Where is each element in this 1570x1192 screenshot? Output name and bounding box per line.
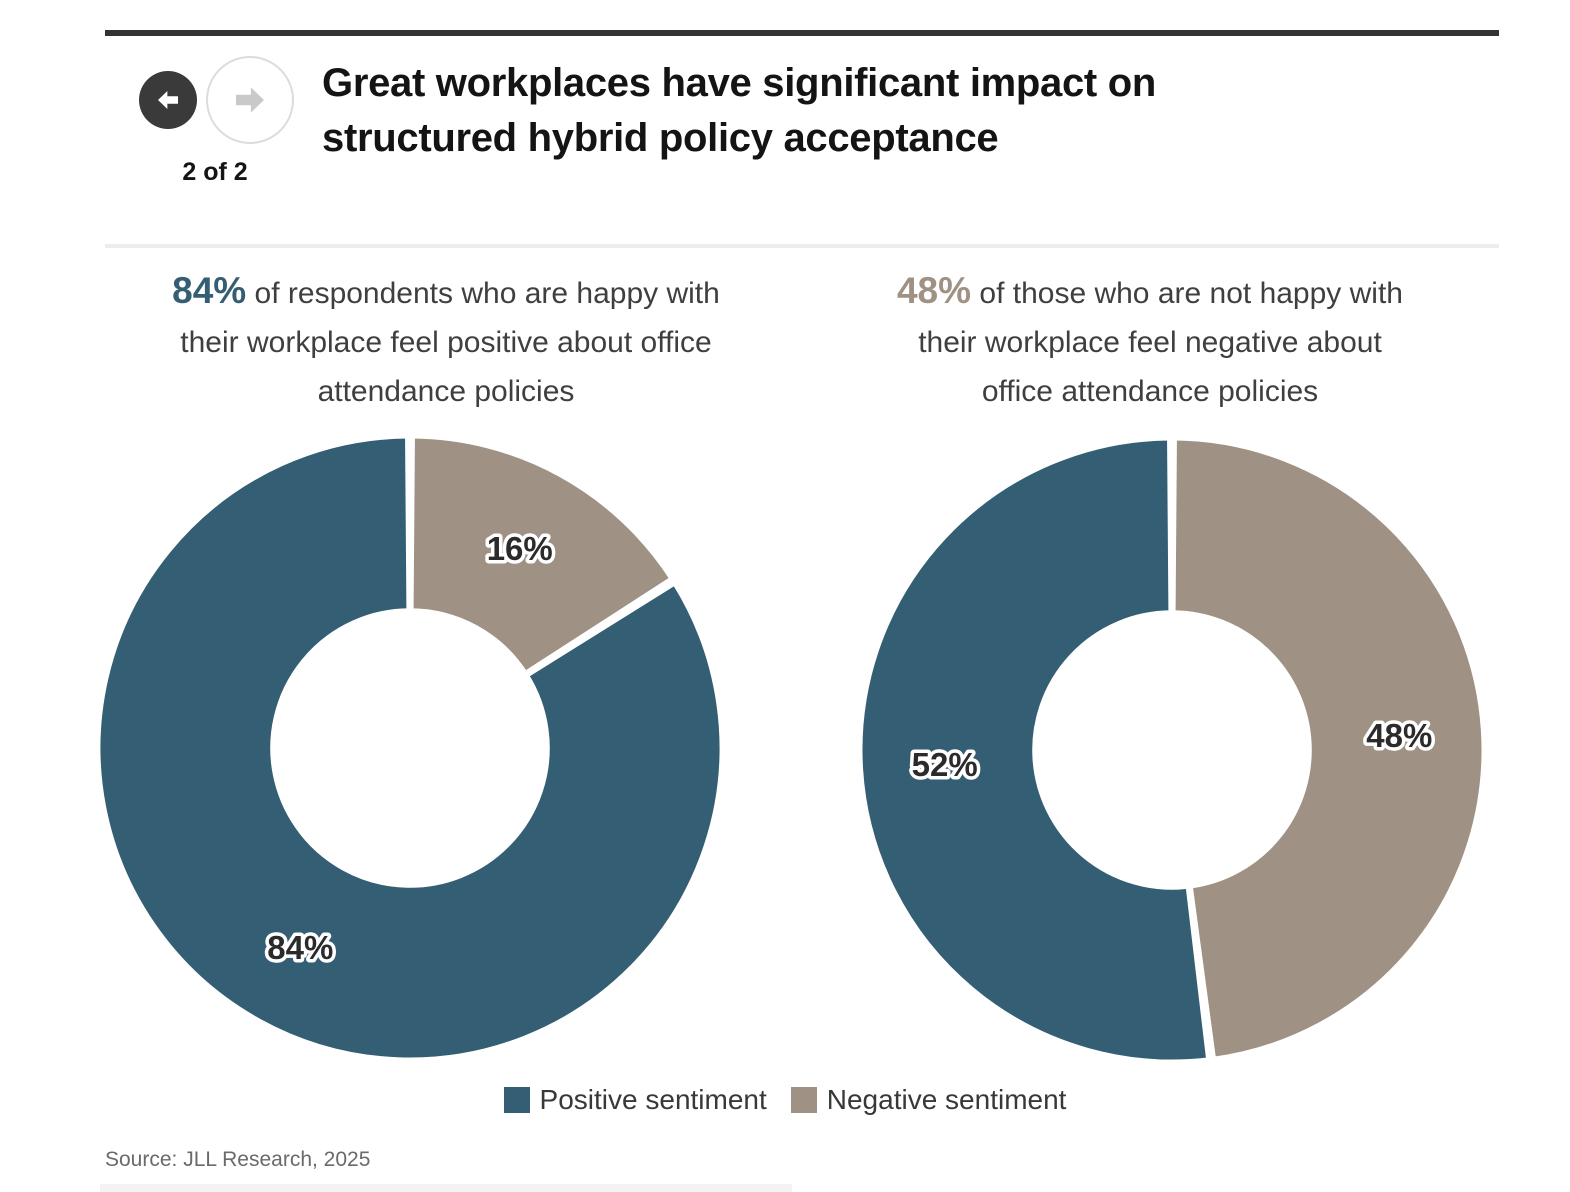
negative-swatch-icon xyxy=(790,1087,817,1113)
donut-slice-16% xyxy=(408,433,675,677)
arrow-left-icon xyxy=(153,85,183,115)
left-caption-text: of respondents who are happy with their … xyxy=(180,277,720,408)
donut-slice-48% xyxy=(1170,435,1487,1062)
right-caption-text: of those who are not happy with their wo… xyxy=(918,277,1403,408)
left-donut-chart: 16% 84% xyxy=(95,433,725,1063)
left-chart-caption: 84% of respondents who are happy with th… xyxy=(100,266,792,416)
divider xyxy=(105,244,1499,248)
next-slide-button[interactable] xyxy=(206,56,294,144)
legend: Positive sentiment Negative sentiment xyxy=(0,1084,1570,1116)
slice-value-label: 16% xyxy=(487,530,553,567)
top-accent-bar xyxy=(105,30,1499,36)
page-indicator: 2 of 2 xyxy=(182,158,248,186)
prev-slide-button[interactable] xyxy=(139,71,197,129)
slice-value-label: 48% xyxy=(1366,717,1432,754)
legend-label-positive: Positive sentiment xyxy=(539,1084,767,1115)
donut-slice-84% xyxy=(95,433,725,1063)
right-chart-caption: 48% of those who are not happy with thei… xyxy=(826,266,1474,416)
legend-label-negative: Negative sentiment xyxy=(826,1084,1067,1115)
arrow-right-icon xyxy=(229,79,271,121)
right-donut-chart: 48% 52% xyxy=(857,435,1487,1065)
page-title: Great workplaces have significant impact… xyxy=(322,61,1157,160)
left-caption-percentage: 84% xyxy=(172,270,247,311)
right-caption-percentage: 48% xyxy=(896,270,972,311)
horizontal-scrollbar[interactable] xyxy=(100,1184,792,1192)
positive-swatch-icon xyxy=(503,1087,530,1113)
slice-value-label: 52% xyxy=(912,746,978,783)
slice-value-label: 84% xyxy=(267,929,333,966)
source-note: Source: JLL Research, 2025 xyxy=(105,1148,371,1171)
legend-item-positive: Positive sentiment xyxy=(503,1084,767,1116)
legend-item-negative: Negative sentiment xyxy=(790,1084,1067,1116)
donut-slice-52% xyxy=(857,435,1212,1065)
